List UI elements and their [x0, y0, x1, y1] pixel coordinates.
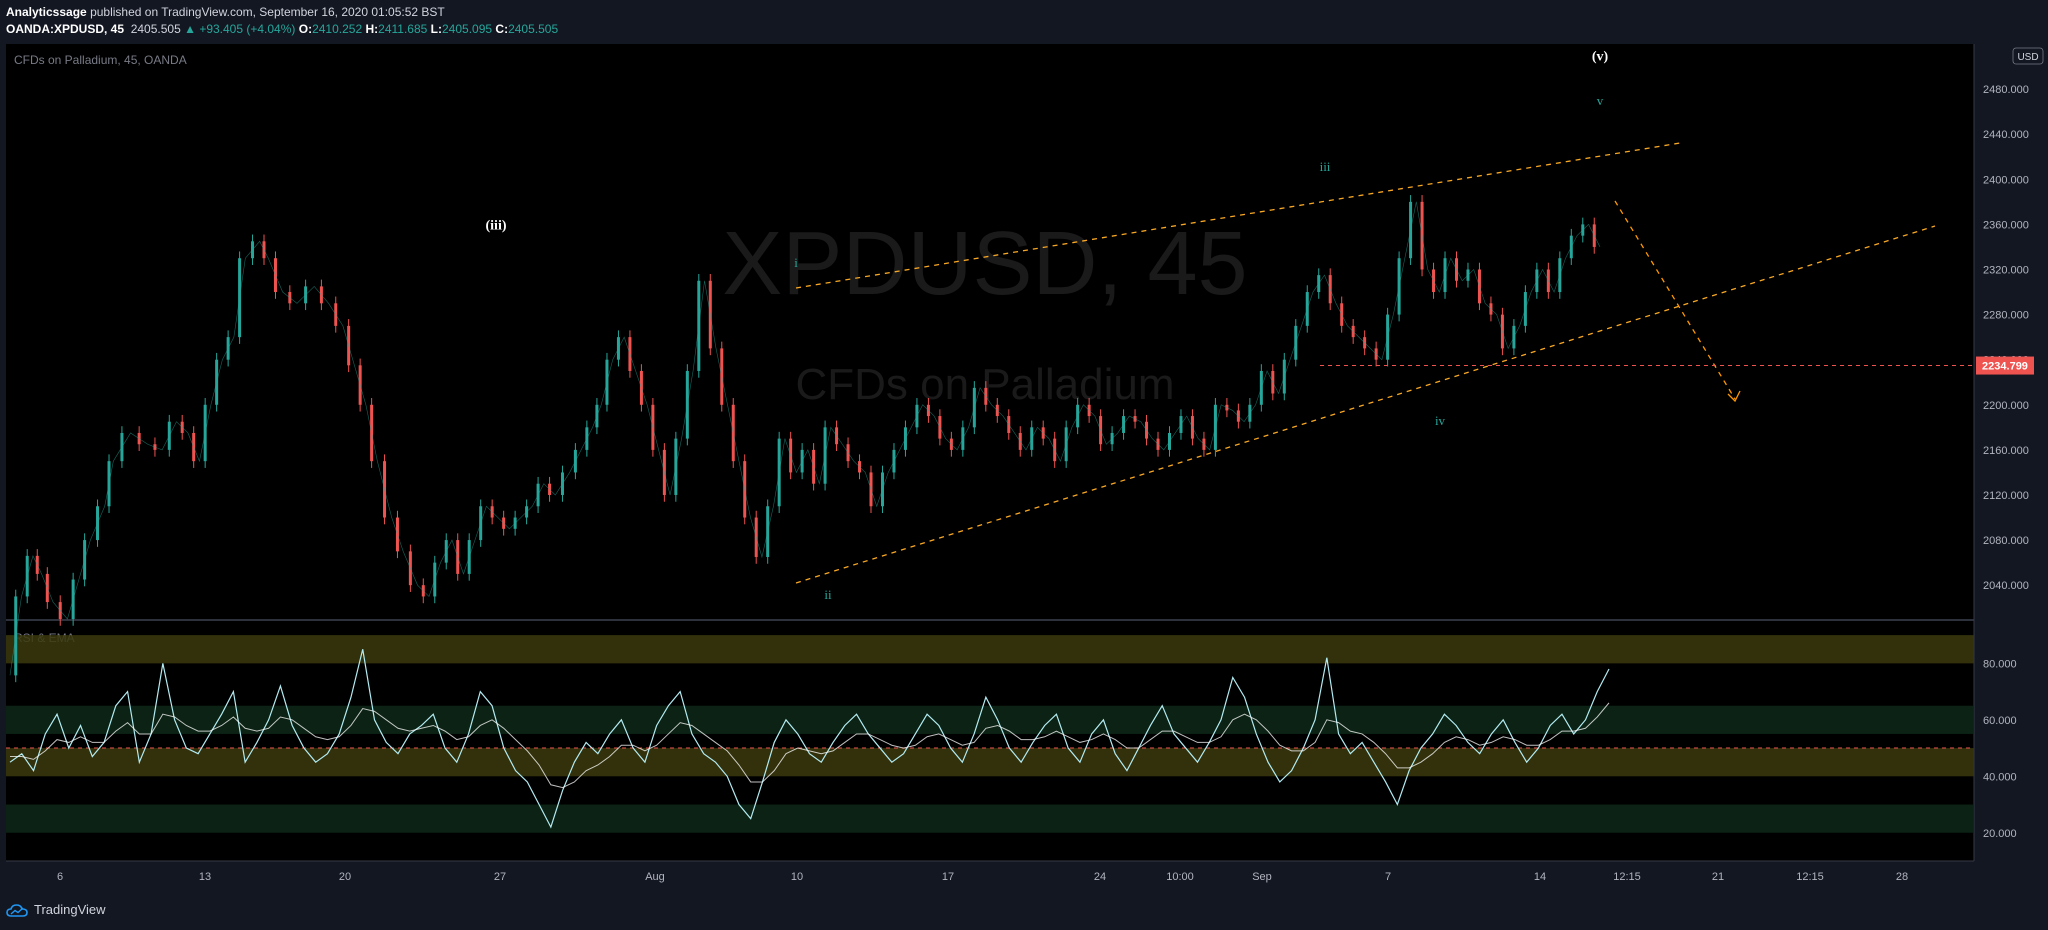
footer-bar: TradingView: [0, 894, 2048, 930]
wave-label: iv: [1435, 413, 1446, 428]
price-pane-title: CFDs on Palladium, 45, OANDA: [14, 53, 187, 67]
low-label: L:: [430, 22, 442, 36]
rsi-axis[interactable]: 80.000 60.000 40.000 20.000: [1983, 658, 2017, 839]
wave-label: (v): [1592, 49, 1609, 64]
symbol-watermark: XPDUSD, 45 CFDs on Palladium: [722, 214, 1247, 409]
current-price-line: 2234.799: [1320, 356, 2034, 375]
rsi-band: [6, 804, 1974, 833]
price-change: ▲ +93.405 (+4.04%): [184, 22, 296, 36]
wave-label: ii: [824, 587, 832, 602]
price-tick-label: 2360.000: [1983, 219, 2029, 231]
high-label: H:: [365, 22, 379, 36]
time-tick-label: 24: [1094, 871, 1106, 883]
projection-arrowhead: [1727, 390, 1741, 403]
price-level-tag: [1976, 356, 2034, 375]
price-tick-label: 2040.000: [1983, 580, 2029, 592]
price-line: [9, 201, 1601, 676]
wave-label: iii: [1320, 159, 1331, 174]
header-bar: Analyticssage published on TradingView.c…: [0, 0, 2048, 44]
time-tick-label: Aug: [645, 871, 665, 883]
close-label: C:: [495, 22, 509, 36]
published-text: published on TradingView.com, September …: [90, 5, 445, 19]
rsi-line: [9, 649, 1610, 829]
price-tick-label: 2480.000: [1983, 84, 2029, 96]
time-tick-label: 28: [1896, 871, 1908, 883]
author-name[interactable]: Analyticssage: [6, 5, 87, 19]
wave-label: i: [794, 255, 798, 270]
time-tick-label: 12:15: [1796, 871, 1824, 883]
rsi-band: [6, 705, 1974, 734]
price-series: [9, 195, 1601, 683]
time-tick-label: 27: [494, 871, 506, 883]
publish-line: Analyticssage published on TradingView.c…: [6, 5, 445, 19]
rsi-tick-label: 80.000: [1983, 658, 2017, 670]
currency-label: USD: [2017, 52, 2038, 63]
price-tick-label: 2440.000: [1983, 129, 2029, 141]
wave-label: v: [1597, 93, 1604, 108]
price-tick-label: 2280.000: [1983, 310, 2029, 322]
rsi-band: [6, 635, 1974, 664]
price-axis[interactable]: 2480.000 2440.000 2400.000 2360.000 2320.000…: [1983, 84, 2029, 592]
last-price: 2405.505: [130, 22, 181, 36]
time-tick-label: Sep: [1252, 871, 1272, 883]
cloud-icon: [6, 903, 28, 917]
rsi-series: [9, 649, 1610, 829]
price-pane[interactable]: [6, 44, 1974, 619]
time-tick-label: 12:15: [1613, 871, 1641, 883]
time-tick-label: 7: [1385, 871, 1391, 883]
high-value: 2411.685: [378, 22, 428, 36]
time-tick-label: 21: [1712, 871, 1724, 883]
time-tick-label: 14: [1534, 871, 1546, 883]
close-value: 2405.505: [508, 22, 559, 36]
price-tick-label: 2400.000: [1983, 174, 2029, 186]
rsi-tick-label: 40.000: [1983, 771, 2017, 783]
price-tick-label: 2320.000: [1983, 264, 2029, 276]
quote-line: OANDA:XPDUSD, 45 2405.505 ▲ +93.405 (+4.…: [6, 22, 558, 36]
time-axis[interactable]: 6 13 20 27 Aug 10 17 24 10:00 Sep 7 14 12:15 21 12:15 2…: [57, 871, 1908, 883]
time-tick-label: 17: [942, 871, 954, 883]
symbol-label: OANDA:XPDUSD, 45: [6, 22, 125, 36]
price-level-label: 2234.799: [1982, 361, 2028, 373]
tradingview-logo[interactable]: TradingView: [6, 902, 106, 917]
rsi-tick-label: 60.000: [1983, 715, 2017, 727]
lower-trendline[interactable]: [795, 225, 1936, 584]
price-tick-label: 2120.000: [1983, 490, 2029, 502]
chart-canvas[interactable]: XPDUSD, 45 CFDs on Palladium CFDs on Pal…: [0, 44, 2048, 894]
low-value: 2405.095: [442, 22, 493, 36]
time-tick-label: 20: [339, 871, 351, 883]
time-tick-label: 10:00: [1166, 871, 1194, 883]
time-tick-label: 6: [57, 871, 63, 883]
open-value: 2410.252: [312, 22, 363, 36]
time-tick-label: 10: [791, 871, 803, 883]
price-tick-label: 2160.000: [1983, 445, 2029, 457]
brand-name: TradingView: [34, 902, 106, 917]
rsi-band: [6, 748, 1974, 777]
watermark-symbol: XPDUSD, 45: [722, 214, 1247, 314]
time-tick-label: 13: [199, 871, 211, 883]
rsi-tick-label: 20.000: [1983, 828, 2017, 840]
currency-badge[interactable]: USD: [2012, 47, 2044, 65]
open-label: O:: [298, 22, 313, 36]
rsi-bands: [6, 635, 1974, 833]
wave-label: (iii): [486, 218, 507, 233]
ema-line: [10, 702, 1610, 789]
price-tick-label: 2200.000: [1983, 400, 2029, 412]
price-tick-label: 2080.000: [1983, 535, 2029, 547]
